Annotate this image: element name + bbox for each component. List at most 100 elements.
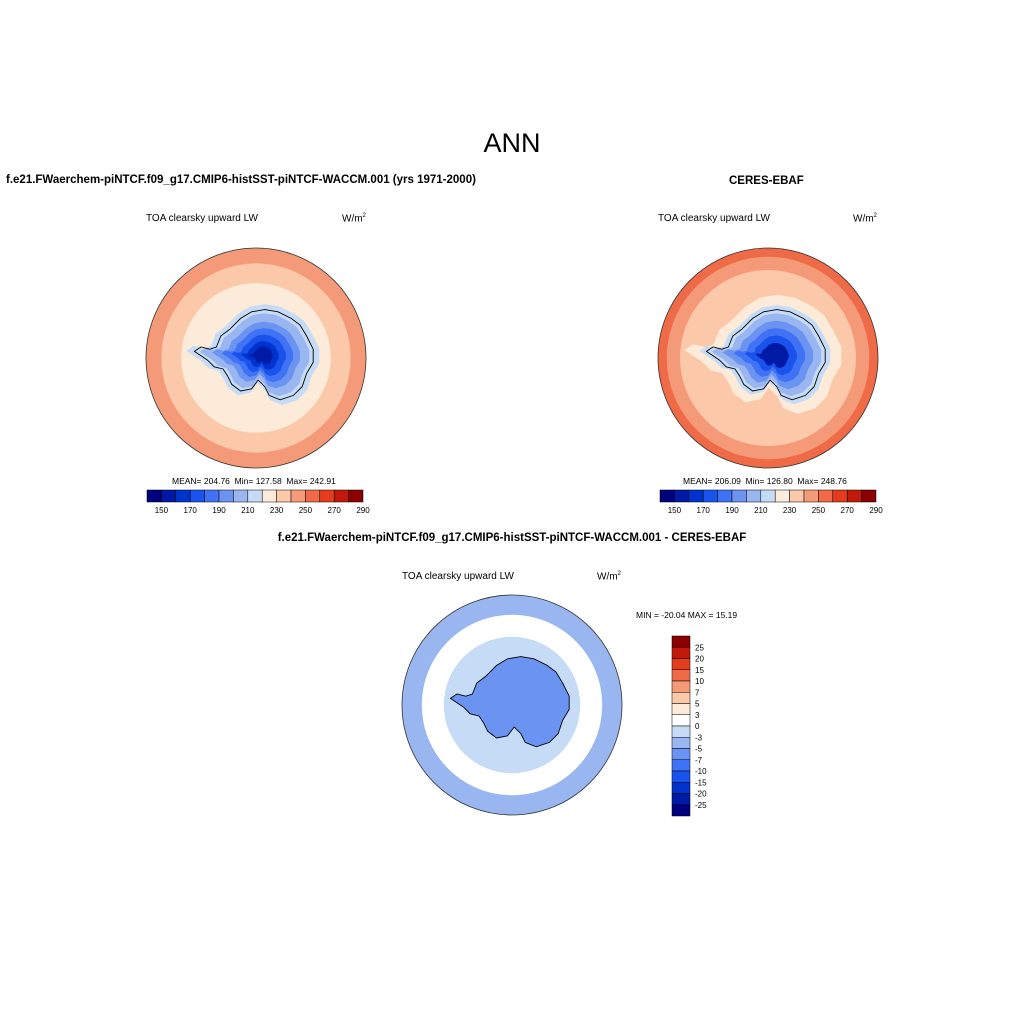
map-boundary <box>145 247 367 469</box>
colorbar-swatch <box>204 489 220 503</box>
colorbar-tick-label: 25 <box>695 643 704 652</box>
reference-units: W/m2 <box>853 213 877 225</box>
colorbar-tick-label: -25 <box>695 801 707 810</box>
test-variable-label: TOA clearsky upward LW <box>146 213 258 224</box>
colorbar-swatch <box>717 489 733 503</box>
difference-map <box>401 594 623 816</box>
colorbar-swatch <box>746 489 762 503</box>
reference-variable-label: TOA clearsky upward LW <box>658 213 770 224</box>
colorbar-swatch <box>671 748 691 760</box>
colorbar-tick-label: 190 <box>212 506 226 515</box>
colorbar-tick-label: 170 <box>697 506 711 515</box>
reference-panel-title: CERES-EBAF <box>729 175 804 187</box>
colorbar-tick-label: 3 <box>695 711 700 720</box>
colorbar-swatch <box>671 703 691 715</box>
colorbar-swatch <box>818 489 834 503</box>
test-units: W/m2 <box>342 213 366 225</box>
colorbar-swatch <box>846 489 862 503</box>
map-zone <box>450 656 570 747</box>
colorbar-swatch <box>233 489 249 503</box>
colorbar-tick-label: -10 <box>695 767 707 776</box>
colorbar-swatch <box>861 489 877 503</box>
colorbar-swatch <box>671 782 691 794</box>
colorbar-swatch <box>671 692 691 704</box>
colorbar-swatch <box>688 489 704 503</box>
colorbar-tick-label: 0 <box>695 722 700 731</box>
difference-colorbar: 25 20 15 10 7 5 3 0 -3 -5 -7 -10 -15 -20 -25 <box>671 635 707 817</box>
map-zone <box>249 346 273 365</box>
colorbar-swatch <box>276 489 292 503</box>
colorbar-swatch <box>671 793 691 805</box>
colorbar-swatch <box>247 489 263 503</box>
map-boundary <box>657 247 879 469</box>
colorbar-tick-label: 210 <box>754 506 768 515</box>
difference-variable-label: TOA clearsky upward LW <box>402 571 514 582</box>
coastline <box>449 656 570 748</box>
colorbar-tick-label: -5 <box>695 745 703 754</box>
difference-units: W/m2 <box>597 571 621 583</box>
colorbar-tick-label: 15 <box>695 666 704 675</box>
difference-stats: MIN = -20.04 MAX = 15.19 <box>636 610 738 620</box>
colorbar-tick-label: 230 <box>783 506 797 515</box>
colorbar-swatch <box>671 635 691 648</box>
colorbar-tick-label: 5 <box>695 700 700 709</box>
colorbar-swatch <box>161 489 177 503</box>
colorbar-tick-label: -3 <box>695 733 703 742</box>
colorbar-tick-label: -15 <box>695 778 707 787</box>
colorbar-tick-label: 210 <box>241 506 255 515</box>
colorbar-swatch <box>261 489 277 503</box>
colorbar-swatch <box>731 489 747 503</box>
test-stats: MEAN= 204.76 Min= 127.58 Max= 242.91 <box>172 476 336 486</box>
colorbar-swatch <box>671 725 691 738</box>
colorbar-tick-label: 150 <box>668 506 682 515</box>
colorbar-swatch <box>832 489 848 503</box>
colorbar-swatch <box>671 770 691 783</box>
colorbar-tick-label: 10 <box>695 677 704 686</box>
colorbar-swatch <box>803 489 819 503</box>
test-colorbar: 150 170 190 210 230 250 270 290 <box>146 489 370 515</box>
colorbar-tick-label: 270 <box>841 506 855 515</box>
colorbar-swatch <box>671 669 691 682</box>
colorbar-swatch <box>702 489 718 503</box>
figure-title: ANN <box>483 128 541 158</box>
colorbar-tick-label: 250 <box>299 506 313 515</box>
coastline <box>705 309 826 401</box>
map-zone <box>755 342 789 369</box>
colorbar-tick-label: 290 <box>869 506 883 515</box>
colorbar-tick-label: 190 <box>725 506 739 515</box>
colorbar-swatch <box>671 680 691 693</box>
colorbar-swatch <box>659 489 675 503</box>
colorbar-swatch <box>218 489 234 503</box>
difference-panel-title: f.e21.FWaerchem-piNTCF.f09_g17.CMIP6-his… <box>277 532 747 544</box>
coastline <box>193 309 314 401</box>
colorbar-swatch <box>671 658 691 670</box>
colorbar-swatch <box>671 804 691 817</box>
colorbar-swatch <box>175 489 191 503</box>
colorbar-swatch <box>671 714 691 727</box>
reference-colorbar: 150 170 190 210 230 250 270 290 <box>659 489 883 515</box>
colorbar-swatch <box>333 489 349 503</box>
colorbar-swatch <box>305 489 321 503</box>
colorbar-swatch <box>789 489 805 503</box>
colorbar-swatch <box>760 489 776 503</box>
colorbar-swatch <box>671 759 691 772</box>
colorbar-tick-label: -20 <box>695 790 707 799</box>
colorbar-swatch <box>290 489 306 503</box>
test-map <box>145 247 367 469</box>
colorbar-tick-label: 230 <box>270 506 284 515</box>
colorbar-tick-label: 250 <box>812 506 826 515</box>
colorbar-tick-label: 270 <box>328 506 342 515</box>
colorbar-tick-label: 20 <box>695 655 704 664</box>
colorbar-tick-label: 150 <box>155 506 169 515</box>
colorbar-tick-label: 290 <box>356 506 370 515</box>
colorbar-swatch <box>671 737 691 749</box>
colorbar-swatch <box>774 489 790 503</box>
reference-stats: MEAN= 206.09 Min= 126.80 Max= 248.76 <box>683 476 847 486</box>
colorbar-tick-label: 7 <box>695 688 700 697</box>
colorbar-swatch <box>319 489 335 503</box>
colorbar-tick-label: 170 <box>184 506 198 515</box>
map-boundary <box>401 594 623 816</box>
colorbar-tick-label: -7 <box>695 756 703 765</box>
